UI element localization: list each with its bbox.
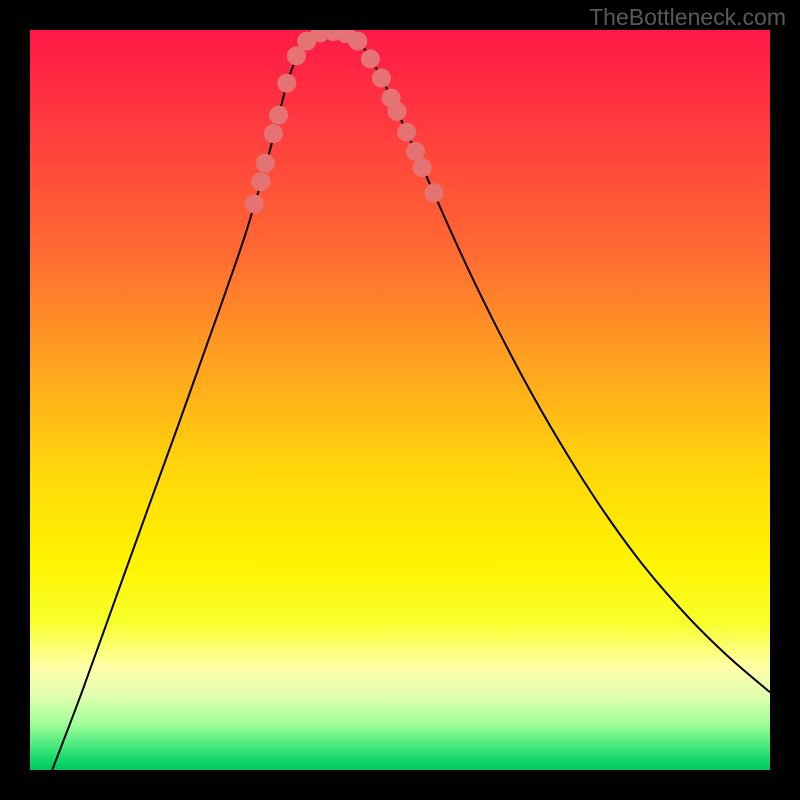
data-marker <box>361 49 380 68</box>
data-marker <box>425 183 444 202</box>
frame-bottom <box>0 770 800 800</box>
bottleneck-curve <box>52 30 770 770</box>
chart-svg <box>30 30 770 770</box>
data-marker <box>245 194 264 213</box>
frame-right <box>770 0 800 800</box>
data-marker <box>413 158 432 177</box>
data-marker <box>251 172 270 191</box>
data-marker <box>256 154 275 173</box>
data-marker <box>397 123 416 142</box>
watermark-text: TheBottleneck.com <box>589 4 786 31</box>
data-marker <box>269 106 288 125</box>
data-marker <box>388 102 407 121</box>
data-marker <box>264 124 283 143</box>
plot-area <box>30 30 770 770</box>
marker-layer <box>245 30 444 213</box>
data-marker <box>348 32 367 51</box>
data-marker <box>277 74 296 93</box>
data-marker <box>406 142 425 161</box>
data-marker <box>372 69 391 88</box>
frame-left <box>0 0 30 800</box>
